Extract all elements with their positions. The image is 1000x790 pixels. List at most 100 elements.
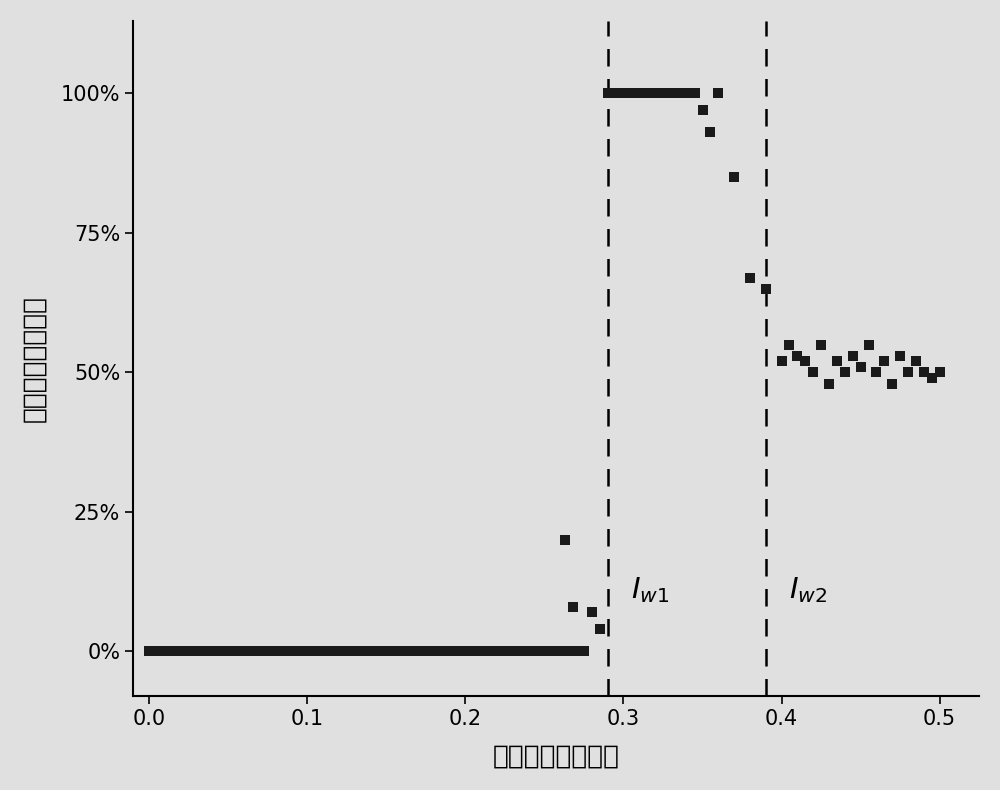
Point: [868, 366, 884, 378]
Point: [410, 645, 426, 658]
Point: [149, 645, 165, 658]
Point: [892, 349, 908, 362]
Point: [204, 645, 220, 658]
Point: [449, 645, 465, 658]
Point: [426, 645, 442, 658]
Point: [631, 87, 647, 100]
Point: [623, 87, 639, 100]
Point: [908, 355, 924, 367]
Point: [853, 360, 869, 373]
Point: [299, 645, 315, 658]
Point: [260, 645, 276, 658]
Point: [600, 87, 616, 100]
Point: [789, 349, 805, 362]
Point: [386, 645, 402, 658]
Point: [861, 338, 877, 351]
Point: [465, 645, 481, 658]
Point: [536, 645, 552, 658]
Point: [339, 645, 355, 658]
Point: [615, 87, 631, 100]
Point: [315, 645, 331, 658]
Point: [774, 355, 790, 367]
Point: [521, 645, 537, 658]
Point: [821, 378, 837, 390]
Point: [457, 645, 473, 658]
Point: [505, 645, 521, 658]
Point: [252, 645, 268, 658]
Point: [565, 600, 581, 613]
Point: [781, 338, 797, 351]
Point: [560, 645, 576, 658]
Point: [916, 366, 932, 378]
Point: [228, 645, 244, 658]
Point: [742, 271, 758, 284]
Point: [557, 533, 573, 546]
Point: [544, 645, 560, 658]
Point: [489, 645, 505, 658]
Point: [655, 87, 671, 100]
Point: [197, 645, 213, 658]
Point: [584, 606, 600, 619]
Point: [473, 645, 489, 658]
Point: [845, 349, 861, 362]
Point: [291, 645, 307, 658]
Point: [529, 645, 545, 658]
Point: [268, 645, 284, 658]
Point: [189, 645, 205, 658]
Point: [687, 87, 703, 100]
Point: [592, 623, 608, 635]
Point: [608, 87, 624, 100]
Point: [837, 366, 853, 378]
Point: [932, 366, 948, 378]
Point: [647, 87, 663, 100]
Point: [363, 645, 379, 658]
Point: [726, 171, 742, 183]
Point: [758, 282, 774, 295]
Point: [434, 645, 450, 658]
Point: [331, 645, 347, 658]
Point: [576, 645, 592, 658]
Point: [394, 645, 410, 658]
Text: $I_{w1}$: $I_{w1}$: [631, 575, 670, 605]
Point: [442, 645, 458, 658]
Y-axis label: 电阻状态切换概率: 电阻状态切换概率: [21, 295, 47, 422]
Point: [402, 645, 418, 658]
Point: [141, 645, 157, 658]
Point: [307, 645, 323, 658]
Point: [157, 645, 173, 658]
Point: [378, 645, 394, 658]
Point: [702, 126, 718, 139]
Point: [710, 87, 726, 100]
Point: [671, 87, 687, 100]
Point: [284, 645, 300, 658]
Point: [695, 103, 711, 116]
Point: [276, 645, 292, 658]
Point: [679, 87, 695, 100]
Point: [829, 355, 845, 367]
Point: [813, 338, 829, 351]
Point: [481, 645, 497, 658]
Point: [513, 645, 529, 658]
Point: [497, 645, 513, 658]
Point: [805, 366, 821, 378]
Text: $I_{w2}$: $I_{w2}$: [789, 575, 828, 605]
Point: [639, 87, 655, 100]
Point: [244, 645, 260, 658]
Point: [876, 355, 892, 367]
Point: [323, 645, 339, 658]
Point: [347, 645, 363, 658]
Point: [568, 645, 584, 658]
Point: [355, 645, 371, 658]
Point: [552, 645, 568, 658]
Point: [900, 366, 916, 378]
Point: [181, 645, 197, 658]
Point: [663, 87, 679, 100]
Point: [220, 645, 236, 658]
Point: [165, 645, 181, 658]
Point: [884, 378, 900, 390]
Point: [370, 645, 386, 658]
Point: [797, 355, 813, 367]
Point: [173, 645, 189, 658]
X-axis label: 写入电流（毫安）: 写入电流（毫安）: [493, 743, 620, 769]
Point: [924, 371, 940, 384]
